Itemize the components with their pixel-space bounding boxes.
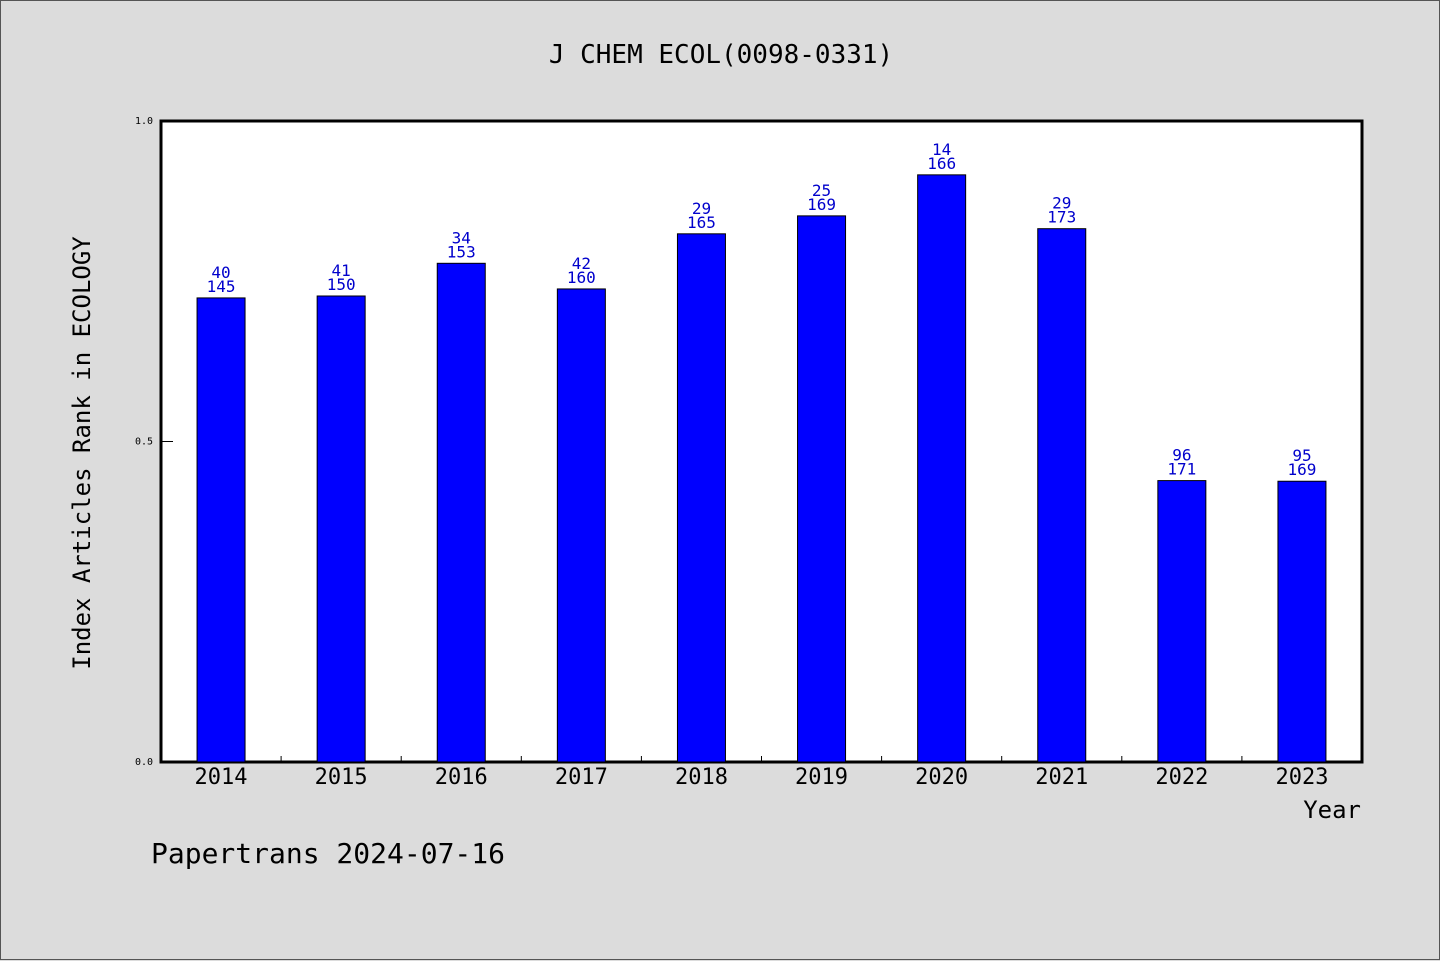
x-tick-label-2022: 2022 (1155, 765, 1208, 790)
bar-rank-label-2022: 96 (1172, 446, 1191, 465)
x-tick-label-2020: 2020 (915, 765, 968, 790)
bar-2022 (1157, 480, 1207, 763)
bar-2018 (676, 233, 726, 763)
bar-2017 (556, 288, 606, 763)
bar-2015 (316, 295, 366, 763)
x-tick-label-2016: 2016 (435, 765, 488, 790)
bar-rank-label-2023: 95 (1292, 446, 1311, 465)
bar-rank-label-2020: 14 (932, 140, 951, 159)
bar-total-label-2016: 153 (447, 242, 476, 261)
bar-total-label-2019: 169 (807, 195, 836, 214)
bar-rank-label-2015: 41 (332, 261, 351, 280)
x-tick-label-2015: 2015 (315, 765, 368, 790)
bar-2019 (797, 215, 847, 763)
x-tick-label-2018: 2018 (675, 765, 728, 790)
bar-total-label-2021: 173 (1047, 208, 1076, 227)
x-axis-ticks: 2014 2015 2016 2017 2018 2019 2020 2021 2022 2023 (195, 756, 1328, 790)
chart-title: J CHEM ECOL(0098-0331) (549, 40, 893, 70)
y-tick-label: 0.5 (135, 437, 153, 448)
bar-rank-label-2019: 25 (812, 181, 831, 200)
bar-rank-label-2017: 42 (572, 254, 591, 273)
bar-rank-label-2021: 29 (1052, 194, 1071, 213)
bar-total-label-2015: 150 (327, 275, 356, 294)
bar-2014 (196, 297, 246, 763)
y-tick-label: 0.0 (135, 757, 153, 768)
bar-rank-label-2018: 29 (692, 199, 711, 218)
x-tick-label-2014: 2014 (195, 765, 248, 790)
bar-2016 (436, 262, 486, 763)
y-axis-label: Index Articles Rank in ECOLOGY (68, 236, 96, 670)
bar-rank-label-2014: 40 (211, 263, 230, 282)
bar-total-label-2014: 145 (207, 277, 236, 296)
bar-2020 (917, 174, 967, 763)
footer-text: Papertrans 2024-07-16 (151, 837, 505, 870)
x-tick-label-2019: 2019 (795, 765, 848, 790)
x-axis-label: Year (1303, 796, 1361, 824)
bars-group: 4014541150341534216029165251691416629173… (196, 140, 1327, 763)
bar-2023 (1277, 480, 1327, 763)
bar-total-label-2020: 166 (927, 154, 956, 173)
bar-2021 (1037, 228, 1087, 763)
x-tick-label-2021: 2021 (1035, 765, 1088, 790)
bar-total-label-2018: 165 (687, 213, 716, 232)
bar-rank-label-2016: 34 (452, 228, 471, 247)
x-tick-label-2023: 2023 (1275, 765, 1328, 790)
bar-total-label-2022: 171 (1167, 460, 1196, 479)
bar-total-label-2023: 169 (1287, 460, 1316, 479)
y-axis-ticks: 0.0 0.5 1.0 (135, 116, 173, 768)
bar-total-label-2017: 160 (567, 268, 596, 287)
x-tick-label-2017: 2017 (555, 765, 608, 790)
y-tick-label: 1.0 (135, 116, 153, 127)
